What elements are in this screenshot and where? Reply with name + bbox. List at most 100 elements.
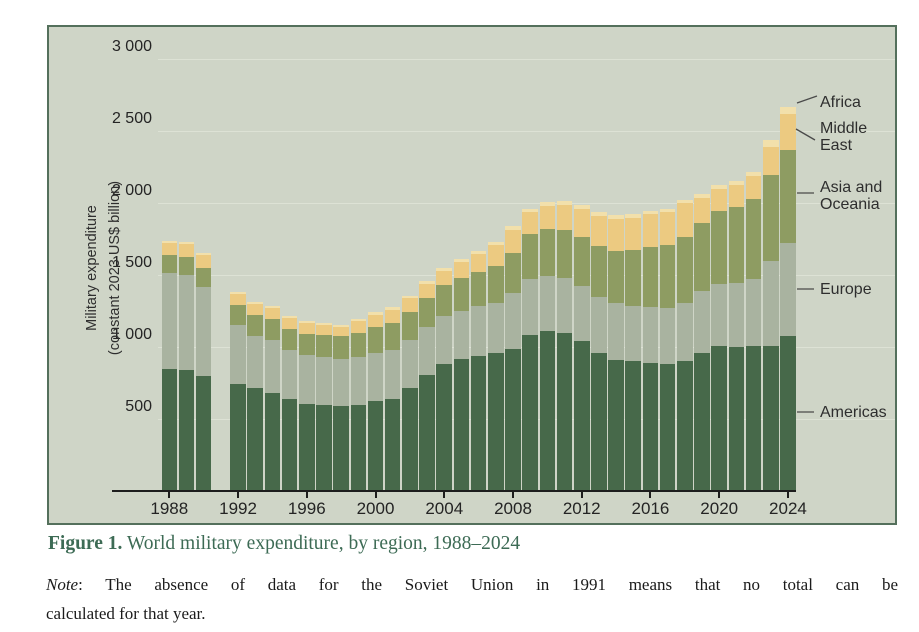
figure-note-line2: calculated for that year.	[46, 604, 206, 623]
bar-2006-middle-east	[470, 254, 487, 273]
bar-2020-americas	[711, 345, 727, 491]
bar-2016-americas	[642, 362, 659, 491]
bar-2011-europe	[556, 278, 573, 333]
bar-2013-middle-east	[591, 215, 607, 247]
x-tick-label-1992: 1992	[219, 499, 257, 518]
y-tick-label-3000: 3 000	[111, 38, 152, 55]
bar-2013-americas	[591, 352, 607, 491]
bar-2011-americas	[556, 332, 573, 491]
bar-2012-middle-east	[573, 209, 590, 237]
figure-caption-title: World military expenditure, by region, 1…	[126, 533, 521, 554]
y-tick-label-2500: 2 500	[111, 110, 152, 127]
x-tick-1996	[305, 492, 308, 498]
bar-1995-africa	[281, 316, 298, 319]
bar-2019-europe	[694, 291, 710, 354]
bar-2020-asia-and-oceania	[711, 210, 727, 284]
bar-2013-asia-and-oceania	[591, 246, 607, 297]
bar-2007-europe	[488, 302, 504, 354]
bar-2024-middle-east	[780, 114, 796, 151]
x-tick-2024	[786, 492, 789, 498]
bar-2014-africa	[608, 215, 624, 220]
bar-2001-africa	[384, 306, 401, 310]
bar-2013-europe	[591, 296, 607, 353]
bar-2022-europe	[745, 279, 762, 347]
figure-note-line1: Note: The absence of data for the Soviet…	[46, 570, 898, 599]
bar-2008-middle-east	[505, 229, 521, 253]
bar-2007-americas	[488, 353, 504, 491]
bar-1989-americas	[178, 370, 195, 491]
bar-1993-middle-east	[247, 303, 264, 316]
bar-2003-asia-and-oceania	[419, 298, 435, 328]
bar-1988-europe	[161, 272, 178, 370]
bar-1995-asia-and-oceania	[281, 328, 298, 350]
bar-2006-europe	[470, 306, 487, 356]
bar-2008-africa	[505, 226, 521, 230]
bar-2018-africa	[677, 200, 693, 204]
bar-1993-asia-and-oceania	[247, 315, 264, 336]
bar-2024-europe	[780, 242, 796, 337]
x-tick-1988	[168, 492, 171, 498]
bar-1998-asia-and-oceania	[333, 336, 349, 360]
bar-2015-africa	[625, 213, 642, 218]
bar-2019-africa	[694, 194, 710, 198]
bar-1998-africa	[333, 324, 349, 327]
y-gridline-3000	[158, 59, 895, 60]
bar-1992-middle-east	[230, 293, 246, 305]
bar-2002-europe	[402, 340, 418, 389]
note-line1-rest: : The absence of data for the Soviet Uni…	[78, 575, 898, 594]
bar-1997-middle-east	[316, 324, 332, 335]
bar-1998-europe	[333, 359, 349, 407]
y-tick-label-1000: 1 000	[111, 326, 152, 343]
bar-2007-africa	[488, 241, 504, 246]
x-tick-2008	[512, 492, 514, 498]
bar-2007-middle-east	[488, 245, 504, 267]
x-tick-1992	[237, 492, 240, 498]
x-axis-line	[112, 490, 796, 492]
bar-1994-middle-east	[264, 308, 281, 320]
bar-2014-middle-east	[608, 219, 624, 252]
bar-2006-asia-and-oceania	[470, 272, 487, 307]
bar-1997-americas	[316, 405, 332, 491]
bar-1999-americas	[350, 404, 367, 491]
bar-1993-europe	[247, 335, 264, 388]
bar-2008-asia-and-oceania	[505, 252, 521, 293]
bar-1996-europe	[298, 355, 315, 405]
bar-1994-asia-and-oceania	[264, 319, 281, 341]
x-tick-label-2012: 2012	[562, 499, 601, 518]
bar-2009-middle-east	[522, 212, 538, 235]
bar-2019-middle-east	[694, 197, 710, 223]
bar-1992-africa	[230, 291, 246, 294]
bar-1990-europe	[195, 287, 212, 377]
bar-1995-americas	[281, 399, 298, 491]
bar-1997-europe	[316, 357, 332, 406]
bar-1989-middle-east	[178, 244, 195, 257]
x-tick-2004	[443, 492, 446, 498]
bar-2024-africa	[780, 106, 796, 115]
bar-2010-americas	[539, 330, 556, 491]
bar-2018-middle-east	[677, 203, 693, 237]
x-tick-label-2024: 2024	[769, 499, 807, 518]
bar-1995-middle-east	[281, 318, 298, 329]
bar-2022-asia-and-oceania	[745, 199, 762, 280]
bar-1994-europe	[264, 340, 281, 394]
bar-1992-asia-and-oceania	[230, 304, 246, 325]
bar-1995-europe	[281, 349, 298, 400]
figure-caption-label: Figure 1.	[48, 533, 123, 554]
bar-2021-asia-and-oceania	[728, 206, 745, 283]
bar-1996-africa	[298, 320, 315, 323]
bar-2001-asia-and-oceania	[384, 323, 401, 351]
x-tick-label-2008: 2008	[494, 499, 532, 518]
bar-2002-middle-east	[402, 298, 418, 312]
bar-2005-middle-east	[453, 262, 470, 278]
bar-2002-asia-and-oceania	[402, 311, 418, 341]
bar-2000-europe	[367, 353, 384, 402]
y-axis-title: Military expenditure (constant 2023 US$ …	[81, 118, 127, 418]
bar-2011-asia-and-oceania	[556, 229, 573, 279]
bar-2016-europe	[642, 307, 659, 363]
bar-1990-americas	[195, 376, 212, 491]
y-tick-label-2000: 2 000	[111, 182, 152, 199]
bar-2015-americas	[625, 361, 642, 491]
bar-1993-americas	[247, 387, 264, 491]
bar-2023-asia-and-oceania	[762, 174, 779, 262]
